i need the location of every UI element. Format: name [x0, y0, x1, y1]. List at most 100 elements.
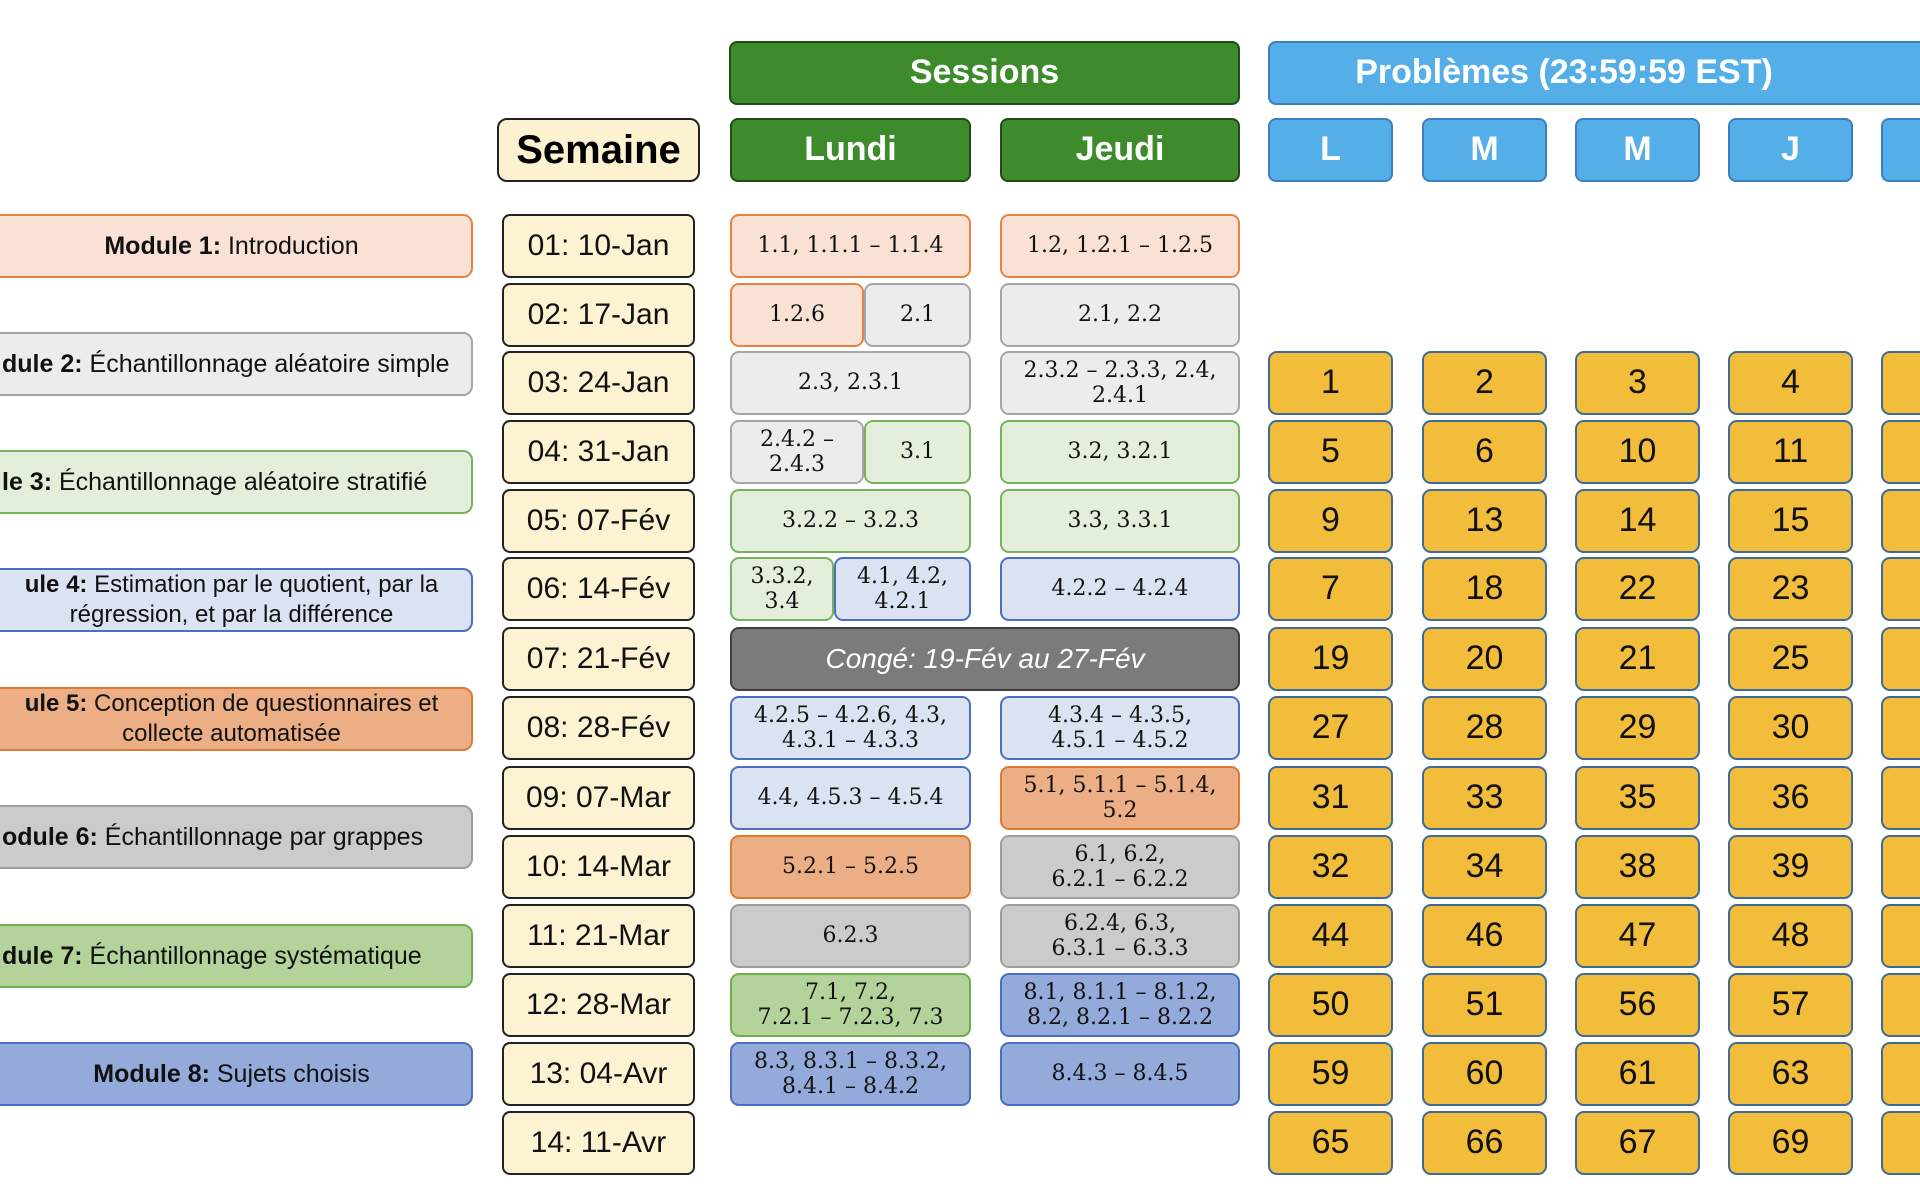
problem-number-text: 9 [1321, 501, 1340, 540]
problem-number-text: 3 [1628, 363, 1647, 402]
module-number: ule 4: [24, 571, 88, 598]
session-text: 4.5.1 – 4.5.2 [1051, 728, 1189, 753]
problem-number: 51 [1422, 973, 1547, 1037]
problem-number: 19 [1268, 627, 1393, 691]
problem-number: 20 [1422, 627, 1547, 691]
session-text: 6.1, 6.2, [1074, 841, 1166, 867]
problem-number-text: 31 [1311, 778, 1350, 817]
problem-number: 59 [1268, 1042, 1393, 1106]
lundi-session: 4.4, 4.5.3 – 4.5.4 [730, 766, 971, 830]
week-text: 14: 11-Avr [530, 1125, 667, 1159]
module-number: Module 1: [104, 231, 222, 260]
problem-number: 63 [1728, 1042, 1853, 1106]
week-text: 13: 04-Avr [529, 1056, 668, 1090]
module-title: Échantillonnage systématique [82, 941, 422, 970]
session-text: 8.4.3 – 8.4.5 [1051, 1061, 1189, 1087]
problem-number: 35 [1575, 766, 1700, 830]
problem-number: 38 [1575, 835, 1700, 899]
session-text: 1.2, 1.2.1 – 1.2.5 [1027, 233, 1213, 259]
problem-number-partial [1881, 1111, 1920, 1175]
lundi-session: 6.2.3 [730, 904, 971, 968]
problem-number: 21 [1575, 627, 1700, 691]
problem-number-text: 7 [1321, 569, 1340, 608]
week-label: 02: 17-Jan [502, 283, 695, 347]
week-label: 01: 10-Jan [502, 214, 695, 278]
session-text: 7.1, 7.2, [805, 979, 896, 1005]
problem-number-partial [1881, 835, 1920, 899]
week-text: 11: 21-Mar [527, 918, 670, 952]
week-label: 14: 11-Avr [502, 1111, 695, 1175]
session-text: 3.3.2, [750, 563, 814, 589]
problem-number-text: 44 [1311, 916, 1350, 955]
day-header-v [1881, 118, 1920, 182]
week-text: 06: 14-Fév [526, 571, 671, 605]
jeudi-session: 3.2, 3.2.1 [1000, 420, 1240, 484]
session-text: 4.4, 4.5.3 – 4.5.4 [757, 785, 944, 811]
module-title: Échantillonnage aléatoire stratifié [52, 467, 428, 496]
problem-number: 50 [1268, 973, 1393, 1037]
problem-number: 61 [1575, 1042, 1700, 1106]
problem-number-text: 56 [1618, 985, 1657, 1024]
lundi-session: 3.2.2 – 3.2.3 [730, 489, 971, 553]
module-title: Échantillonnage aléatoire simple [82, 349, 450, 378]
session-text: 2.3.2 – 2.3.3, 2.4, [1023, 357, 1217, 383]
jeudi-session: 6.2.4, 6.3, 6.3.1 – 6.3.3 [1000, 904, 1240, 968]
problem-number: 5 [1268, 420, 1393, 484]
lundi-session: 5.2.1 – 5.2.5 [730, 835, 971, 899]
lundi-session: 7.1, 7.2, 7.2.1 – 7.2.3, 7.3 [730, 973, 971, 1037]
problem-number-text: 39 [1771, 847, 1810, 886]
lundi-session: 2.4.2 –2.4.3 [730, 420, 864, 484]
problem-number-text: 67 [1618, 1123, 1657, 1162]
problem-number-text: 51 [1465, 985, 1504, 1024]
problem-number-text: 38 [1618, 847, 1657, 886]
day-header-label: J [1781, 130, 1800, 169]
problem-number-partial [1881, 1042, 1920, 1106]
session-text: 4.2.5 – 4.2.6, 4.3, [754, 702, 947, 728]
problem-number: 28 [1422, 696, 1547, 760]
module-2: dule 2: Échantillonnage aléatoire simple [0, 332, 473, 396]
problem-number: 7 [1268, 557, 1393, 621]
problem-number: 66 [1422, 1111, 1547, 1175]
session-text: 5.2 [1102, 798, 1138, 823]
problem-number: 44 [1268, 904, 1393, 968]
problem-number-text: 4 [1781, 363, 1800, 402]
module-number: Module 8: [93, 1059, 210, 1088]
problem-number-text: 35 [1618, 778, 1657, 817]
problem-number: 15 [1728, 489, 1853, 553]
jeudi-session: 2.3.2 – 2.3.3, 2.4, 2.4.1 [1000, 351, 1240, 415]
session-text: 3.3, 3.3.1 [1067, 508, 1173, 534]
problem-number-partial [1881, 696, 1920, 760]
problem-number: 47 [1575, 904, 1700, 968]
problem-number: 27 [1268, 696, 1393, 760]
problem-number: 3 [1575, 351, 1700, 415]
jeudi-session: 4.2.2 – 4.2.4 [1000, 557, 1240, 621]
week-text: 02: 17-Jan [527, 297, 670, 331]
jeudi-session: 5.1, 5.1.1 – 5.1.4, 5.2 [1000, 766, 1240, 830]
session-text: 6.3.1 – 6.3.3 [1051, 936, 1189, 961]
problem-number: 13 [1422, 489, 1547, 553]
problem-number-text: 10 [1618, 432, 1657, 471]
sessions-header-label: Sessions [909, 53, 1060, 92]
problem-number: 1 [1268, 351, 1393, 415]
problem-number: 56 [1575, 973, 1700, 1037]
week-text: 01: 10-Jan [527, 228, 670, 262]
problem-number-text: 18 [1465, 569, 1504, 608]
problem-number-partial [1881, 557, 1920, 621]
week-label: 10: 14-Mar [502, 835, 695, 899]
problem-number-text: 50 [1311, 985, 1350, 1024]
problem-number-text: 2 [1475, 363, 1494, 402]
problem-number: 48 [1728, 904, 1853, 968]
lundi-session: 4.1, 4.2, 4.2.1 [834, 557, 971, 621]
lundi-session: 2.1 [864, 283, 971, 347]
problemes-header: Problèmes (23:59:59 EST) [1268, 41, 1920, 105]
session-text: 8.2, 8.2.1 – 8.2.2 [1027, 1005, 1213, 1030]
problem-number: 10 [1575, 420, 1700, 484]
problem-number: 23 [1728, 557, 1853, 621]
problem-number: 18 [1422, 557, 1547, 621]
problem-number-text: 19 [1311, 639, 1350, 678]
problem-number-text: 46 [1465, 916, 1504, 955]
module-number: ule 5: [24, 690, 88, 717]
problem-number-partial [1881, 627, 1920, 691]
week-text: 08: 28-Fév [526, 710, 671, 744]
jeudi-session: 1.2, 1.2.1 – 1.2.5 [1000, 214, 1240, 278]
